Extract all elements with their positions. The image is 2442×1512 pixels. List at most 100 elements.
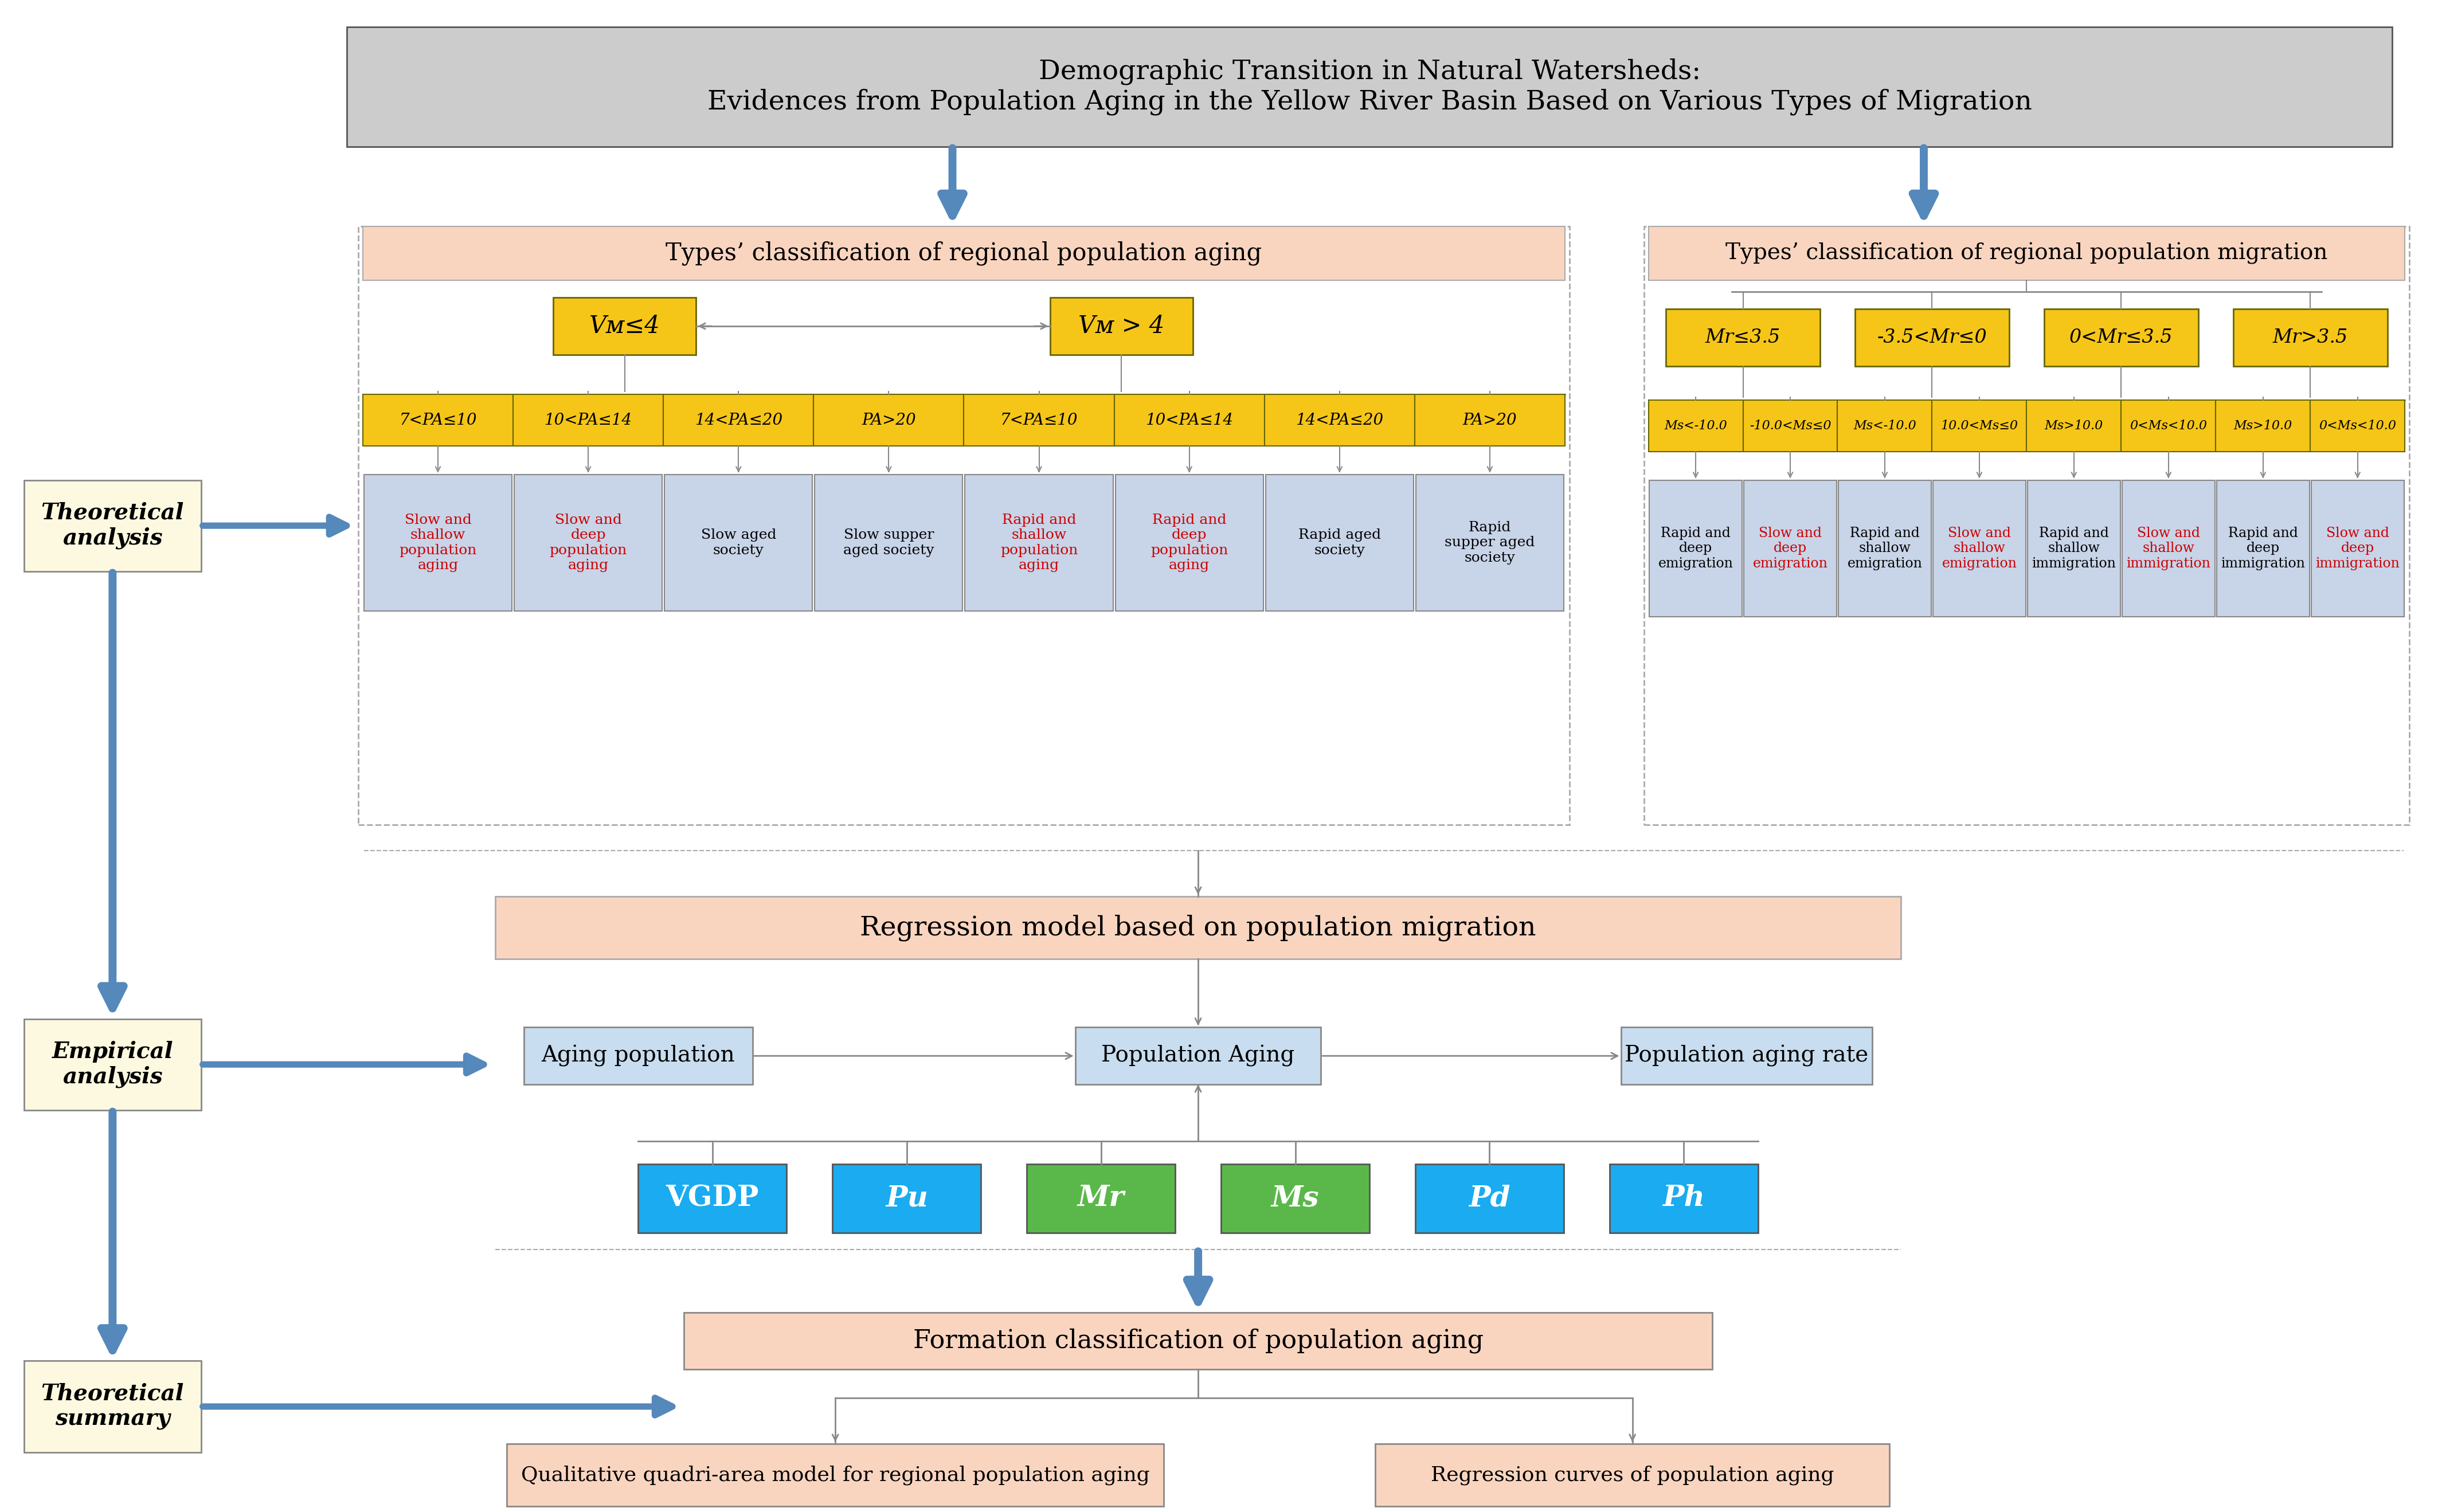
Text: Slow and
shallow
immigration: Slow and shallow immigration [2127, 526, 2210, 570]
Bar [2122, 401, 2215, 452]
Text: Theoretical
summary: Theoretical summary [42, 1383, 183, 1430]
Text: Ms>10.0: Ms>10.0 [2234, 420, 2293, 432]
Text: VGDP: VGDP [667, 1184, 759, 1213]
Text: Mr>3.5: Mr>3.5 [2274, 328, 2347, 346]
Bar [1026, 1164, 1175, 1232]
Text: Rapid
supper aged
society: Rapid supper aged society [1446, 522, 1536, 564]
Text: Pd: Pd [1468, 1184, 1509, 1213]
Text: Population aging rate: Population aging rate [1624, 1045, 1868, 1067]
Text: Population Aging: Population Aging [1101, 1045, 1294, 1067]
Text: PA>20: PA>20 [862, 413, 916, 428]
Bar [965, 395, 1114, 446]
Text: Formation classification of population aging: Formation classification of population a… [913, 1329, 1482, 1353]
Bar [347, 27, 2393, 147]
Text: Rapid and
shallow
immigration: Rapid and shallow immigration [2032, 526, 2117, 570]
Bar [359, 227, 1570, 826]
Bar [637, 1164, 786, 1232]
Text: -3.5<Mr≤0: -3.5<Mr≤0 [1878, 328, 1988, 346]
Text: Slow and
shallow
population
aging: Slow and shallow population aging [398, 513, 476, 572]
Text: 7<PA≤10: 7<PA≤10 [1001, 413, 1077, 428]
Bar [1932, 401, 2027, 452]
Bar [2217, 479, 2310, 617]
Text: Slow and
shallow
emigration: Slow and shallow emigration [1941, 526, 2017, 570]
Text: Ms: Ms [1272, 1184, 1319, 1213]
Text: Types’ classification of regional population migration: Types’ classification of regional popula… [1726, 242, 2327, 265]
Bar [508, 1444, 1165, 1506]
Bar [525, 1027, 752, 1084]
Bar [364, 395, 513, 446]
Bar [1114, 395, 1265, 446]
Text: Slow supper
aged society: Slow supper aged society [842, 529, 935, 556]
Text: Rapid and
shallow
population
aging: Rapid and shallow population aging [1001, 513, 1077, 572]
Text: Slow and
deep
emigration: Slow and deep emigration [1753, 526, 1827, 570]
Text: Rapid and
deep
emigration: Rapid and deep emigration [1658, 526, 1734, 570]
Bar [1836, 401, 1932, 452]
Bar [2122, 479, 2215, 617]
Bar [1416, 475, 1563, 611]
Text: Ms<-10.0: Ms<-10.0 [1853, 420, 1917, 432]
Text: Mr≤3.5: Mr≤3.5 [1705, 328, 1780, 346]
Bar [1744, 401, 1836, 452]
Text: 7<PA≤10: 7<PA≤10 [398, 413, 476, 428]
Bar [1116, 475, 1263, 611]
Text: Pu: Pu [886, 1184, 928, 1213]
Bar [2310, 479, 2403, 617]
Bar [364, 475, 513, 611]
Text: PA>20: PA>20 [1463, 413, 1516, 428]
Bar [813, 395, 965, 446]
Bar [364, 227, 1565, 281]
Text: Theoretical
analysis: Theoretical analysis [42, 502, 183, 549]
Text: 10<PA≤14: 10<PA≤14 [545, 413, 632, 428]
Bar [816, 475, 962, 611]
Text: Regression model based on population migration: Regression model based on population mig… [860, 915, 1536, 940]
Text: Rapid and
shallow
emigration: Rapid and shallow emigration [1846, 526, 1922, 570]
Text: 0<Ms<10.0: 0<Ms<10.0 [2129, 420, 2208, 432]
Bar [1648, 401, 1744, 452]
Bar [515, 475, 662, 611]
Bar [496, 897, 1900, 959]
Bar [1609, 1164, 1758, 1232]
Bar [1648, 479, 1741, 617]
Bar [664, 475, 813, 611]
Bar [513, 395, 664, 446]
Bar [1648, 227, 2405, 281]
Text: Ms<-10.0: Ms<-10.0 [1663, 420, 1726, 432]
Bar [1643, 227, 2410, 826]
Bar [1221, 1164, 1370, 1232]
Bar [965, 475, 1114, 611]
Bar [1265, 475, 1414, 611]
Bar [1744, 479, 1836, 617]
Text: 0<Mr≤3.5: 0<Mr≤3.5 [2068, 328, 2173, 346]
Bar [1074, 1027, 1321, 1084]
Bar [2215, 401, 2310, 452]
Text: 0<Ms<10.0: 0<Ms<10.0 [2320, 420, 2396, 432]
Bar [554, 298, 696, 355]
Bar [1839, 479, 1932, 617]
Text: 10<PA≤14: 10<PA≤14 [1145, 413, 1233, 428]
Bar [1050, 298, 1192, 355]
Bar [1414, 395, 1565, 446]
Text: Rapid aged
society: Rapid aged society [1299, 529, 1380, 556]
Text: Types’ classification of regional population aging: Types’ classification of regional popula… [667, 242, 1263, 266]
Bar [2044, 308, 2198, 366]
Bar [684, 1312, 1712, 1370]
Text: Vᴍ≤4: Vᴍ≤4 [589, 314, 659, 339]
Bar [2310, 401, 2405, 452]
Text: 14<PA≤20: 14<PA≤20 [694, 413, 781, 428]
Text: Slow and
deep
population
aging: Slow and deep population aging [549, 513, 628, 572]
Text: Ms>10.0: Ms>10.0 [2044, 420, 2103, 432]
Text: Slow aged
society: Slow aged society [701, 529, 777, 556]
Text: 10.0<Ms≤0: 10.0<Ms≤0 [1941, 420, 2017, 432]
Bar [2232, 308, 2388, 366]
Bar [24, 1361, 200, 1452]
Bar [1375, 1444, 1890, 1506]
Bar [1856, 308, 2010, 366]
Bar [1265, 395, 1414, 446]
Bar [24, 479, 200, 572]
Text: Ph: Ph [1663, 1184, 1705, 1213]
Bar [1665, 308, 1819, 366]
Text: Aging population: Aging population [542, 1045, 735, 1067]
Text: Mr: Mr [1077, 1184, 1123, 1213]
Bar [1621, 1027, 1873, 1084]
Text: -10.0<Ms≤0: -10.0<Ms≤0 [1748, 420, 1832, 432]
